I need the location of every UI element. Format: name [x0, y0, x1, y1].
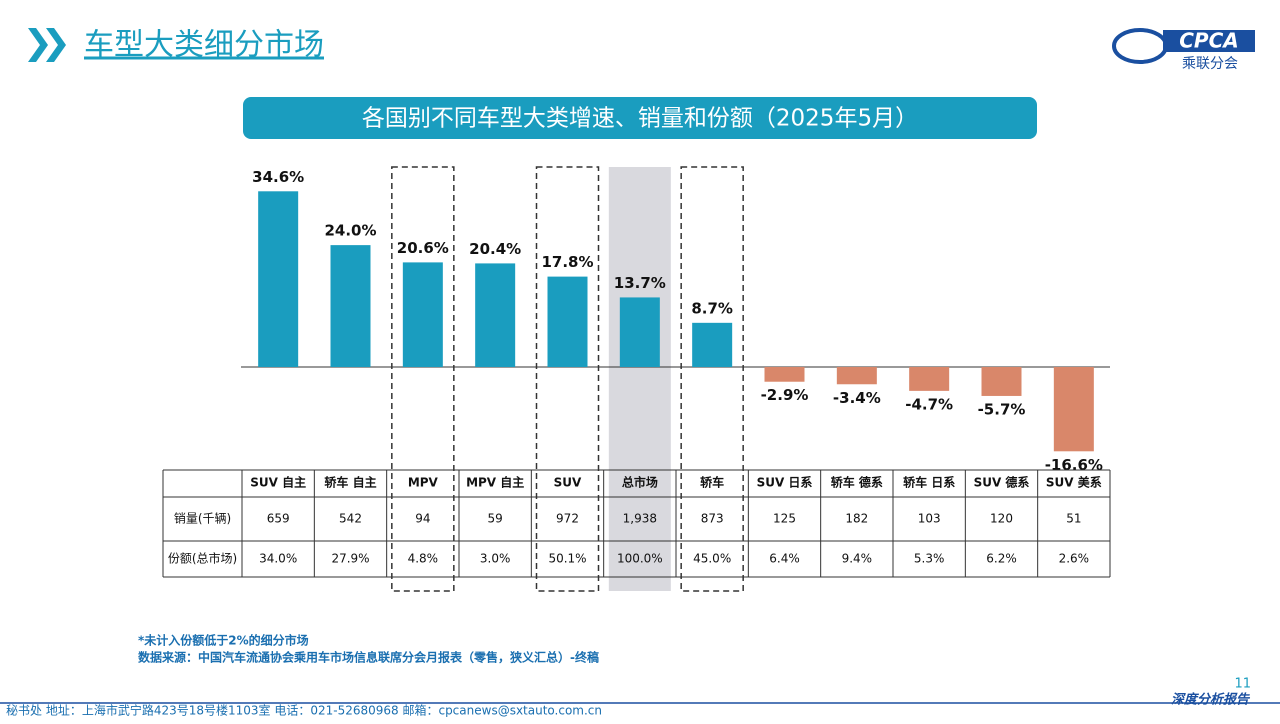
table-cell: 100.0%	[617, 552, 663, 566]
column-header: SUV 德系	[974, 475, 1030, 490]
page-number: 11	[1234, 677, 1251, 692]
logo-subtext: 乘联分会	[1182, 56, 1238, 72]
value-label: 20.4%	[469, 240, 521, 258]
table-cell: 4.8%	[408, 552, 439, 566]
column-header: 轿车	[700, 475, 724, 490]
note: *未计入份额低于2%的细分市场	[138, 633, 309, 648]
bar	[981, 367, 1022, 396]
table-cell: 59	[488, 512, 503, 526]
table-cell: 103	[918, 512, 941, 526]
table-cell: 51	[1066, 512, 1081, 526]
column-header: SUV 日系	[757, 475, 813, 490]
table-cell: 1,938	[623, 512, 657, 526]
table-cell: 125	[773, 512, 796, 526]
bar	[692, 322, 733, 367]
bar	[330, 245, 371, 367]
dashed-box	[535, 166, 600, 592]
table-cell: 6.2%	[986, 552, 1017, 566]
chart-banner	[243, 97, 1037, 139]
table-cell: 3.0%	[480, 552, 511, 566]
bar	[547, 276, 588, 367]
value-label: -3.4%	[833, 389, 881, 407]
footer-tag: 深度分析报告	[1171, 692, 1251, 708]
column-header: 轿车 德系	[831, 475, 883, 490]
column-header: 轿车 日系	[903, 475, 955, 490]
value-label: 13.7%	[614, 274, 666, 292]
logo-box	[1163, 30, 1255, 52]
logo-text: CPCA	[1179, 29, 1239, 53]
value-label: -4.7%	[905, 395, 953, 413]
bar	[402, 262, 443, 367]
bar	[619, 297, 660, 367]
value-label: 20.6%	[397, 239, 449, 257]
table-cell: 9.4%	[842, 552, 873, 566]
table-cell: 6.4%	[769, 552, 800, 566]
chevron-icon	[28, 28, 66, 62]
table-cell: 94	[415, 512, 430, 526]
value-label: -16.6%	[1045, 456, 1103, 474]
column-header: SUV 自主	[250, 475, 306, 490]
bar	[909, 367, 950, 391]
column-header: 轿车 自主	[324, 475, 376, 490]
total-highlight	[608, 167, 671, 591]
table-cell: 2.6%	[1059, 552, 1090, 566]
bar	[1053, 367, 1094, 452]
value-label: 24.0%	[324, 222, 376, 240]
column-header: 总市场	[622, 475, 658, 490]
value-label: 8.7%	[691, 299, 733, 317]
table-cell: 873	[701, 512, 724, 526]
table-cell: 50.1%	[548, 552, 586, 566]
bar	[475, 263, 516, 367]
value-label: -2.9%	[761, 386, 809, 404]
table-cell: 27.9%	[331, 552, 369, 566]
table-cell: 659	[267, 512, 290, 526]
bar	[258, 191, 299, 367]
table-cell: 120	[990, 512, 1013, 526]
value-label: -5.7%	[978, 400, 1026, 418]
value-label: 34.6%	[252, 168, 304, 186]
column-header: SUV 美系	[1046, 475, 1102, 490]
dashed-box	[680, 166, 744, 592]
row-label: 份额(总市场)	[168, 551, 237, 566]
slide-title: 车型大类细分市场	[84, 28, 324, 63]
table-cell: 182	[845, 512, 868, 526]
table-cell: 972	[556, 512, 579, 526]
footer-address: 秘书处 地址：上海市武宁路423号18号楼1103室 电话：021-526809…	[6, 703, 602, 718]
chart-title: 各国别不同车型大类增速、销量和份额（2025年5月）	[362, 106, 918, 132]
table-cell: 34.0%	[259, 552, 297, 566]
column-header: MPV	[408, 476, 439, 490]
value-label: 17.8%	[541, 253, 593, 271]
table-cell: 45.0%	[693, 552, 731, 566]
note: 数据来源：中国汽车流通协会乘用车市场信息联席分会月报表（零售，狭义汇总）-终稿	[138, 650, 599, 665]
logo-mark	[1112, 28, 1168, 64]
table-cell: 5.3%	[914, 552, 945, 566]
dashed-box	[391, 166, 455, 592]
column-header: SUV	[554, 476, 582, 490]
bar	[764, 367, 805, 382]
table-cell: 542	[339, 512, 362, 526]
row-label: 销量(千辆)	[174, 512, 231, 526]
chart: 34.6% 24.0% 20.6% 20.4% 17.8% 13.7% 8.7% -2.9% -…	[162, 166, 1111, 592]
bar	[836, 367, 877, 385]
column-header: MPV 自主	[466, 475, 524, 490]
